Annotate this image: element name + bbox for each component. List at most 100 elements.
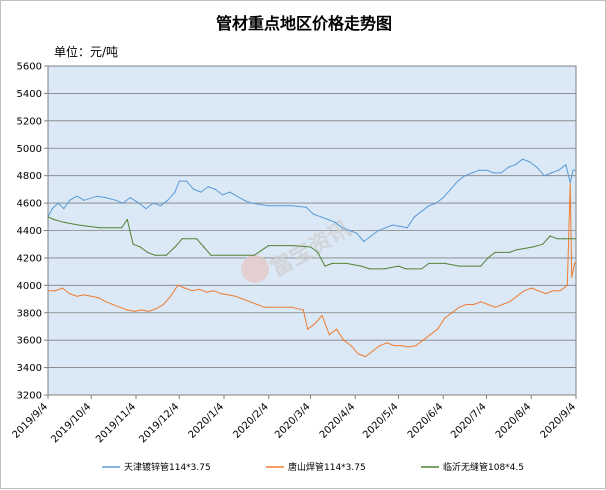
- data-point: [473, 303, 475, 306]
- data-point: [181, 238, 183, 240]
- data-point: [428, 205, 430, 207]
- data-point: [363, 240, 365, 243]
- data-point: [471, 172, 473, 174]
- data-point: [200, 191, 202, 193]
- data-point: [229, 191, 231, 193]
- data-point: [549, 235, 551, 237]
- data-point: [302, 309, 304, 311]
- data-point: [122, 202, 124, 204]
- data-point: [63, 221, 65, 223]
- data-point: [514, 164, 517, 166]
- data-point: [523, 290, 525, 292]
- data-point: [536, 166, 538, 168]
- y-tick-label: 5000: [17, 144, 42, 155]
- y-tick-label: 5400: [17, 89, 42, 100]
- data-point: [327, 218, 329, 221]
- data-point: [291, 306, 293, 308]
- data-point: [370, 235, 372, 237]
- x-tick-label: 2020/5/4: [361, 401, 401, 441]
- data-point: [530, 287, 532, 289]
- data-point: [97, 297, 100, 299]
- data-point: [196, 238, 198, 240]
- data-point: [478, 169, 480, 171]
- y-tick-label: 4600: [17, 199, 42, 210]
- data-point: [457, 180, 459, 182]
- data-point: [449, 188, 452, 190]
- data-point: [47, 216, 49, 218]
- data-point: [321, 314, 323, 317]
- data-point: [357, 353, 359, 355]
- x-tick-label: 2020/6/4: [406, 401, 446, 441]
- data-point: [119, 306, 121, 308]
- x-tick-label: 2020/9/4: [539, 401, 579, 441]
- data-point: [565, 164, 567, 166]
- data-point: [465, 303, 467, 306]
- data-point: [331, 262, 333, 264]
- data-point: [413, 216, 415, 218]
- x-tick-label: 2020/8/4: [494, 401, 534, 441]
- data-point: [129, 197, 131, 199]
- data-point: [385, 227, 387, 229]
- data-point: [155, 308, 157, 310]
- data-point: [206, 291, 208, 293]
- data-point: [193, 188, 195, 190]
- data-point: [90, 295, 92, 297]
- x-tick-label: 2020/2/4: [231, 401, 271, 441]
- data-point: [141, 309, 143, 311]
- data-point: [458, 265, 460, 267]
- data-point: [162, 303, 164, 306]
- data-point: [268, 245, 270, 247]
- data-point: [571, 276, 573, 278]
- data-point: [249, 301, 251, 303]
- data-point: [550, 172, 553, 174]
- data-point: [148, 310, 150, 312]
- series-2: [47, 183, 577, 358]
- data-point: [429, 334, 431, 336]
- series-1: [47, 158, 577, 243]
- data-point: [256, 303, 258, 306]
- data-point: [152, 202, 154, 204]
- data-point: [167, 199, 169, 201]
- data-point: [507, 166, 509, 168]
- data-point: [121, 227, 123, 229]
- data-point: [126, 309, 128, 311]
- x-tick-label: 2020/4/4: [318, 401, 358, 441]
- data-point: [51, 208, 53, 210]
- data-point: [57, 202, 59, 204]
- data-point: [214, 188, 216, 190]
- data-point: [154, 254, 156, 256]
- data-point: [126, 218, 128, 221]
- watermark-logo: [241, 255, 269, 283]
- data-point: [115, 199, 117, 201]
- data-point: [177, 284, 179, 286]
- legend-label: 唐山焊管114*3.75: [288, 461, 366, 473]
- data-point: [328, 334, 330, 336]
- data-point: [542, 243, 544, 245]
- x-axis: 2019/9/4 2019/10/4 2019/11/4 2019/12/4 2020/…: [11, 395, 579, 445]
- data-point: [291, 245, 293, 247]
- data-point: [191, 290, 193, 292]
- data-point: [203, 246, 205, 248]
- data-point: [543, 175, 545, 177]
- data-point: [334, 221, 336, 223]
- data-point: [356, 232, 358, 234]
- data-point: [53, 218, 55, 221]
- legend-label: 临沂无缝管108*4.5: [443, 461, 524, 473]
- data-point: [501, 303, 503, 306]
- data-point: [364, 356, 366, 358]
- y-tick-label: 4200: [17, 253, 42, 264]
- data-point: [77, 224, 79, 226]
- data-point: [569, 181, 571, 184]
- series-lines: [47, 158, 577, 358]
- data-point: [335, 328, 338, 330]
- data-point: [242, 298, 244, 300]
- data-point: [54, 290, 56, 292]
- data-point: [324, 265, 326, 267]
- data-point: [213, 290, 215, 292]
- data-point: [291, 205, 293, 207]
- series-line: [47, 216, 576, 270]
- data-point: [486, 169, 488, 171]
- data-point: [406, 227, 408, 229]
- data-point: [509, 251, 511, 253]
